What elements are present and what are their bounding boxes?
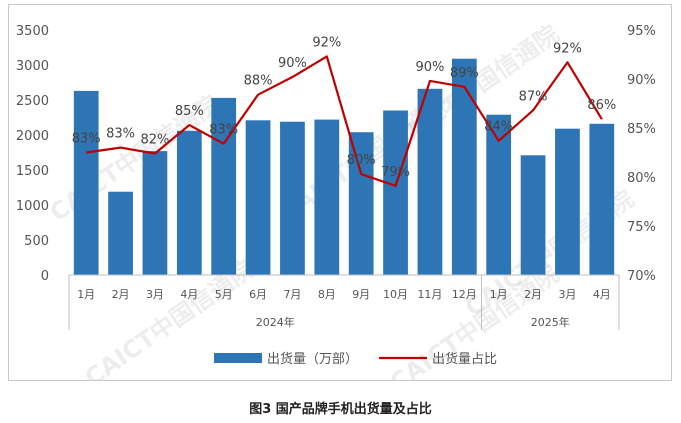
line-data-label: 92%	[553, 41, 582, 56]
right-tick-label: 90%	[627, 73, 656, 88]
line-data-label: 92%	[312, 35, 341, 50]
x-tick-label: 11月	[417, 288, 442, 301]
line-data-label: 79%	[381, 165, 410, 180]
left-tick-label: 1500	[16, 164, 49, 179]
line-data-label: 80%	[347, 153, 376, 168]
right-tick-label: 75%	[627, 220, 656, 235]
bar	[176, 130, 202, 275]
bar-series	[73, 58, 615, 276]
share-line	[86, 55, 603, 187]
figure-caption: 图3 国产品牌手机出货量及占比	[249, 402, 432, 417]
year-group-label: 2025年	[531, 315, 570, 329]
x-tick-label: 10月	[383, 288, 408, 301]
line-data-label: 84%	[484, 120, 513, 135]
line-data-label: 82%	[140, 132, 169, 147]
legend-line-label: 出货量占比	[432, 351, 497, 367]
bar	[417, 88, 443, 275]
x-tick-label: 5月	[215, 288, 233, 301]
x-tick-label: 6月	[249, 288, 267, 301]
left-tick-label: 3000	[16, 59, 49, 74]
bar	[383, 110, 408, 275]
x-tick-label: 4月	[593, 288, 611, 301]
left-tick-label: 2000	[16, 129, 49, 144]
x-tick-label: 8月	[318, 288, 336, 301]
bar	[555, 128, 580, 275]
x-tick-label: 1月	[77, 288, 95, 301]
left-tick-label: 0	[41, 269, 49, 284]
left-tick-label: 500	[24, 234, 49, 249]
x-axis: 1月 2月 3月 4月 5月 6月 7月 8月 9月 10月 11月 12月 1月 2月 3月 4月 2024年…	[68, 274, 620, 330]
x-tick-label: 3月	[558, 288, 576, 301]
legend-bar-swatch	[214, 353, 262, 363]
x-tick-label: 1月	[490, 288, 508, 301]
x-tick-label: 12月	[452, 288, 477, 301]
left-tick-label: 2500	[16, 94, 49, 109]
bar	[520, 155, 546, 275]
bar	[348, 132, 374, 275]
bar	[245, 120, 271, 275]
line-data-label: 87%	[519, 89, 548, 104]
chart-frame: CAICT中国信通院 CAICT中国信通院 CAICT中国信通院 CAICT中国信通院…	[8, 4, 672, 381]
left-axis: 0 500 1000 1500 2000 2500 3000 3500	[16, 24, 49, 284]
x-tick-label: 4月	[180, 288, 198, 301]
left-tick-label: 1000	[16, 199, 49, 214]
right-axis: 70% 75% 80% 85% 90% 95%	[627, 24, 656, 284]
x-tick-label: 9月	[352, 288, 370, 301]
line-data-label: 88%	[244, 74, 273, 89]
line-data-label: 90%	[278, 56, 307, 71]
bar	[280, 121, 305, 275]
right-tick-label: 70%	[627, 269, 656, 284]
bar	[451, 58, 477, 276]
bar	[211, 97, 237, 276]
x-tick-label: 2月	[112, 288, 130, 301]
line-data-label: 86%	[587, 98, 616, 113]
right-tick-label: 95%	[627, 24, 656, 39]
bar	[73, 90, 99, 276]
bar	[314, 119, 340, 275]
line-data-label: 90%	[415, 60, 444, 75]
line-series: 83% 83% 82% 85% 83% 88% 90% 92% 80% 79% 90% 89% 84% 8…	[72, 35, 616, 187]
x-tick-label: 3月	[146, 288, 164, 301]
line-data-label: 83%	[72, 132, 101, 147]
left-tick-label: 3500	[16, 24, 49, 39]
bar	[142, 151, 168, 275]
bar	[589, 123, 615, 275]
year-group-label: 2024年	[256, 315, 295, 329]
line-data-label: 89%	[450, 66, 479, 81]
line-data-label: 85%	[175, 104, 204, 119]
x-tick-label: 7月	[283, 288, 301, 301]
x-tick-label: 2月	[524, 288, 542, 301]
line-data-label: 83%	[106, 127, 135, 142]
legend-bar-label: 出货量（万部）	[267, 351, 358, 367]
bar	[108, 191, 133, 275]
right-tick-label: 85%	[627, 122, 656, 137]
right-tick-label: 80%	[627, 171, 656, 186]
legend: 出货量（万部） 出货量占比	[214, 351, 497, 367]
line-data-label: 83%	[209, 123, 238, 138]
